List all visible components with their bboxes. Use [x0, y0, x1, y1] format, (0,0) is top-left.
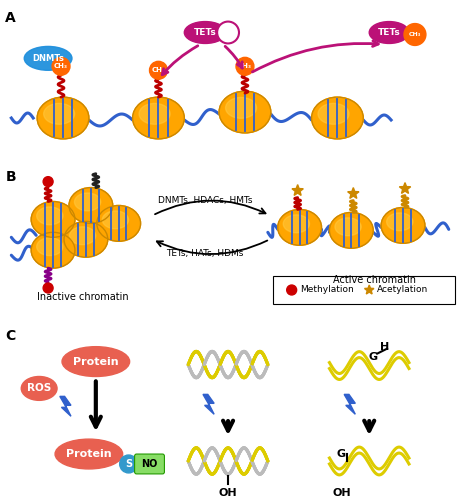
Ellipse shape — [102, 211, 128, 229]
Text: Methylation: Methylation — [300, 286, 354, 295]
Circle shape — [43, 177, 53, 186]
Ellipse shape — [44, 103, 74, 124]
Ellipse shape — [387, 213, 413, 231]
Text: C: C — [5, 329, 16, 343]
Text: NO: NO — [141, 459, 158, 469]
Text: OH: OH — [332, 488, 351, 498]
Text: TETs, HATs, HDMs: TETs, HATs, HDMs — [166, 249, 244, 258]
Ellipse shape — [74, 193, 100, 211]
Circle shape — [217, 22, 239, 44]
Ellipse shape — [55, 439, 123, 469]
Ellipse shape — [381, 207, 425, 243]
FancyBboxPatch shape — [135, 454, 164, 474]
Text: TETs: TETs — [378, 28, 401, 37]
Ellipse shape — [278, 209, 321, 245]
Circle shape — [43, 283, 53, 293]
Ellipse shape — [311, 97, 363, 139]
Ellipse shape — [62, 347, 129, 376]
Ellipse shape — [184, 22, 226, 44]
Polygon shape — [365, 285, 374, 294]
Text: CH₃: CH₃ — [152, 67, 165, 73]
Circle shape — [120, 455, 137, 473]
Ellipse shape — [369, 22, 409, 44]
Text: H: H — [380, 342, 389, 352]
Text: ROS: ROS — [27, 383, 51, 393]
Ellipse shape — [31, 201, 75, 237]
Ellipse shape — [37, 97, 89, 139]
Polygon shape — [203, 394, 214, 414]
Text: Protein: Protein — [73, 357, 118, 367]
FancyBboxPatch shape — [273, 276, 455, 305]
Ellipse shape — [69, 187, 113, 223]
Ellipse shape — [226, 97, 256, 118]
Text: CH₃: CH₃ — [238, 63, 252, 69]
Ellipse shape — [70, 227, 96, 244]
Ellipse shape — [335, 218, 361, 235]
Text: B: B — [5, 170, 16, 184]
Text: Active chromatin: Active chromatin — [333, 275, 416, 285]
Text: G: G — [369, 352, 378, 362]
Polygon shape — [344, 394, 356, 414]
Ellipse shape — [24, 47, 72, 70]
Circle shape — [287, 285, 297, 295]
Text: Inactive chromatin: Inactive chromatin — [37, 292, 129, 302]
Text: A: A — [5, 11, 16, 25]
Text: TETs: TETs — [194, 28, 217, 37]
Ellipse shape — [36, 207, 63, 225]
Polygon shape — [399, 183, 410, 193]
Polygon shape — [60, 396, 71, 416]
Text: CH₃: CH₃ — [409, 32, 421, 37]
Ellipse shape — [133, 97, 184, 139]
Text: S: S — [125, 459, 132, 469]
Circle shape — [236, 57, 254, 75]
Text: OH: OH — [219, 488, 237, 498]
Text: DNMTs: DNMTs — [32, 54, 64, 63]
Text: DNMTs, HDACs, HMTs: DNMTs, HDACs, HMTs — [158, 196, 253, 205]
Ellipse shape — [318, 103, 349, 124]
Text: CH₃: CH₃ — [54, 63, 68, 69]
Text: G: G — [337, 449, 346, 459]
Ellipse shape — [329, 212, 373, 248]
Ellipse shape — [219, 91, 271, 133]
Ellipse shape — [139, 103, 170, 124]
Ellipse shape — [283, 215, 310, 233]
Polygon shape — [347, 187, 359, 198]
Ellipse shape — [97, 205, 141, 241]
Circle shape — [52, 57, 70, 75]
Text: Acetylation: Acetylation — [377, 286, 428, 295]
Ellipse shape — [21, 376, 57, 400]
Ellipse shape — [31, 232, 75, 268]
Ellipse shape — [64, 221, 108, 257]
Polygon shape — [292, 184, 303, 195]
Circle shape — [149, 61, 167, 79]
Ellipse shape — [36, 237, 63, 256]
Text: Protein: Protein — [66, 449, 112, 459]
Circle shape — [404, 24, 426, 46]
